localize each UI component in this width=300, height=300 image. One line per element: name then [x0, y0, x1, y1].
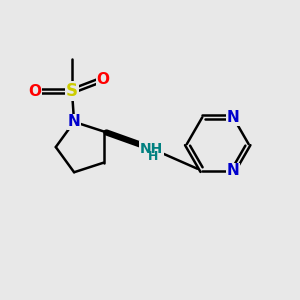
Text: N: N	[227, 110, 240, 125]
Text: O: O	[96, 72, 110, 87]
Text: NH: NH	[140, 142, 163, 155]
Text: H: H	[148, 150, 158, 163]
Text: N: N	[227, 164, 240, 178]
Text: N: N	[68, 114, 80, 129]
Text: S: S	[66, 82, 78, 100]
Text: O: O	[29, 84, 42, 99]
